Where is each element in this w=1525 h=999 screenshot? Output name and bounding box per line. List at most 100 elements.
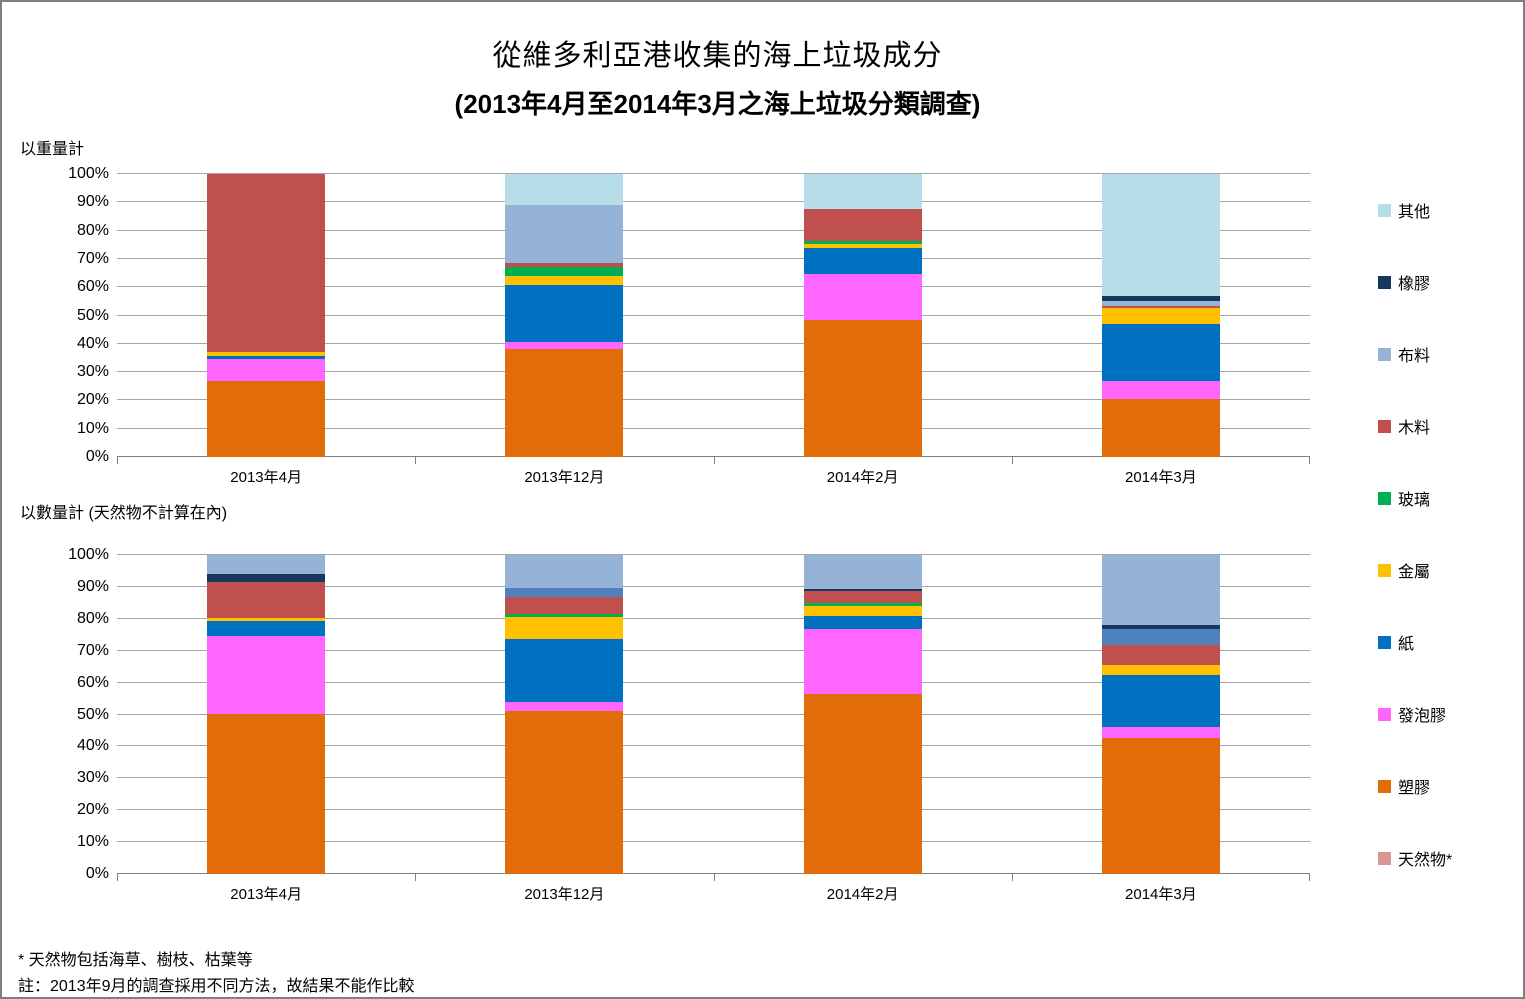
x-axis-tick — [1309, 874, 1310, 881]
bar-segment-發泡膠 — [207, 359, 326, 381]
page-title: 從維多利亞港收集的海上垃圾成分 — [492, 38, 943, 72]
legend-label: 橡膠 — [1398, 276, 1431, 293]
bar-segment-橡膠 — [1101, 624, 1220, 629]
bar-segment-橡膠 — [1101, 295, 1220, 301]
legend-label: 布料 — [1398, 348, 1431, 365]
bar-segment-金屬 — [1101, 307, 1220, 324]
bar-segment-玻璃 — [803, 602, 922, 607]
gridline — [117, 617, 1310, 619]
legend-label: 塑膠 — [1398, 780, 1431, 797]
bar-segment-金屬 — [1101, 664, 1220, 675]
legend-swatch — [1378, 347, 1391, 361]
legend-swatch — [1378, 491, 1391, 505]
bar-segment-木料 — [207, 581, 326, 618]
gridline — [117, 173, 1310, 174]
gridline — [117, 809, 1310, 811]
legend-label: 紙 — [1398, 636, 1415, 653]
legend-swatch — [1378, 635, 1391, 649]
gridline — [117, 777, 1310, 779]
stacked-bar — [803, 174, 922, 457]
footnote-method-note: 註：2013年9月的調查採用不同方法，故結果不能作比較 — [18, 978, 415, 995]
bar-segment-木料 — [505, 262, 624, 268]
y-tick-label: 80% — [76, 221, 109, 239]
legend-item: 金屬 — [1378, 558, 1430, 582]
legend-item: 木料 — [1378, 414, 1430, 438]
stacked-bar — [1101, 174, 1220, 457]
bar-segment-橡膠 — [803, 588, 922, 592]
y-tick-label: 60% — [76, 673, 109, 691]
gridline — [117, 286, 1310, 288]
x-axis-tick — [415, 457, 416, 464]
y-tick-label: 50% — [76, 705, 109, 723]
y-tick-label: 10% — [76, 833, 109, 851]
stacked-bar — [207, 555, 326, 874]
y-tick-label: 70% — [76, 641, 109, 659]
legend-swatch — [1378, 851, 1391, 865]
gridline — [117, 371, 1310, 373]
x-axis-tick — [714, 457, 715, 464]
bar-segment-木料 — [803, 591, 922, 603]
bar-segment-布料 — [505, 205, 624, 263]
legend-label: 木料 — [1398, 420, 1431, 437]
y-tick-label: 0% — [85, 865, 109, 882]
gridline — [117, 745, 1310, 747]
legend-item: 其他 — [1378, 198, 1430, 222]
bar-segment-紙 — [207, 355, 326, 360]
bar-segment-金屬 — [207, 617, 326, 622]
bar-segment-紙 — [505, 284, 624, 342]
legend-item: 天然物* — [1378, 846, 1452, 870]
bar-segment-發泡膠 — [803, 274, 922, 320]
stacked-bar-chart-by-count: 0% 10% 20% 30% 40% 50% 60% 70% 80% 90% 100% 2013年4月… — [68, 546, 1310, 903]
bar-segment-其他 — [1101, 174, 1220, 296]
bar-segment-金屬 — [803, 606, 922, 616]
gridline — [117, 314, 1310, 316]
bar-segment-塑膠 — [1101, 399, 1220, 457]
y-tick-label: 20% — [76, 391, 109, 409]
bar-segment-塑膠 — [505, 348, 624, 457]
y-tick-label: 60% — [76, 278, 109, 296]
legend-swatch — [1378, 707, 1391, 721]
bar-segment-發泡膠 — [505, 702, 624, 711]
x-tick-label: 2013年12月 — [524, 469, 605, 486]
bar-segment-其他 — [505, 555, 624, 588]
legend-label: 金屬 — [1398, 564, 1431, 581]
stacked-bar — [803, 555, 922, 874]
legend-swatch — [1378, 203, 1391, 217]
gridline — [117, 681, 1310, 683]
x-axis-tick — [1309, 457, 1310, 464]
y-tick-label: 0% — [85, 448, 109, 465]
gridline — [117, 713, 1310, 715]
bar-segment-塑膠 — [1101, 738, 1220, 874]
y-tick-label: 20% — [76, 801, 109, 819]
legend-item: 橡膠 — [1378, 270, 1430, 294]
bar-segment-塑膠 — [803, 319, 922, 457]
y-tick-label: 30% — [76, 363, 109, 381]
gridline — [117, 841, 1310, 843]
x-axis-tick — [1012, 874, 1013, 881]
gridline — [117, 257, 1310, 259]
legend-label: 天然物* — [1398, 852, 1453, 869]
bar-segment-紙 — [505, 638, 624, 703]
gridline — [117, 456, 1310, 457]
footnote-natural-materials: * 天然物包括海草、樹枝、枯葉等 — [18, 952, 253, 969]
legend-swatch — [1378, 275, 1391, 289]
legend-item: 玻璃 — [1378, 486, 1430, 510]
x-axis-tick — [117, 874, 118, 881]
bar-segment-塑膠 — [505, 711, 624, 874]
y-tick-label: 30% — [76, 769, 109, 787]
bar-segment-紙 — [803, 248, 922, 275]
bar-segment-發泡膠 — [803, 629, 922, 694]
bar-segment-其他 — [505, 174, 624, 206]
legend-item: 塑膠 — [1378, 774, 1430, 798]
gridline — [117, 399, 1310, 401]
bar-segment-木料 — [803, 208, 922, 242]
x-tick-label: 2014年3月 — [1125, 469, 1197, 486]
legend-item: 紙 — [1378, 630, 1414, 654]
x-axis-tick — [415, 874, 416, 881]
y-tick-label: 50% — [76, 306, 109, 324]
bar-segment-金屬 — [505, 617, 624, 639]
bar-segment-玻璃 — [505, 614, 624, 618]
x-tick-label: 2013年4月 — [230, 469, 302, 486]
x-tick-label: 2013年12月 — [524, 886, 605, 903]
